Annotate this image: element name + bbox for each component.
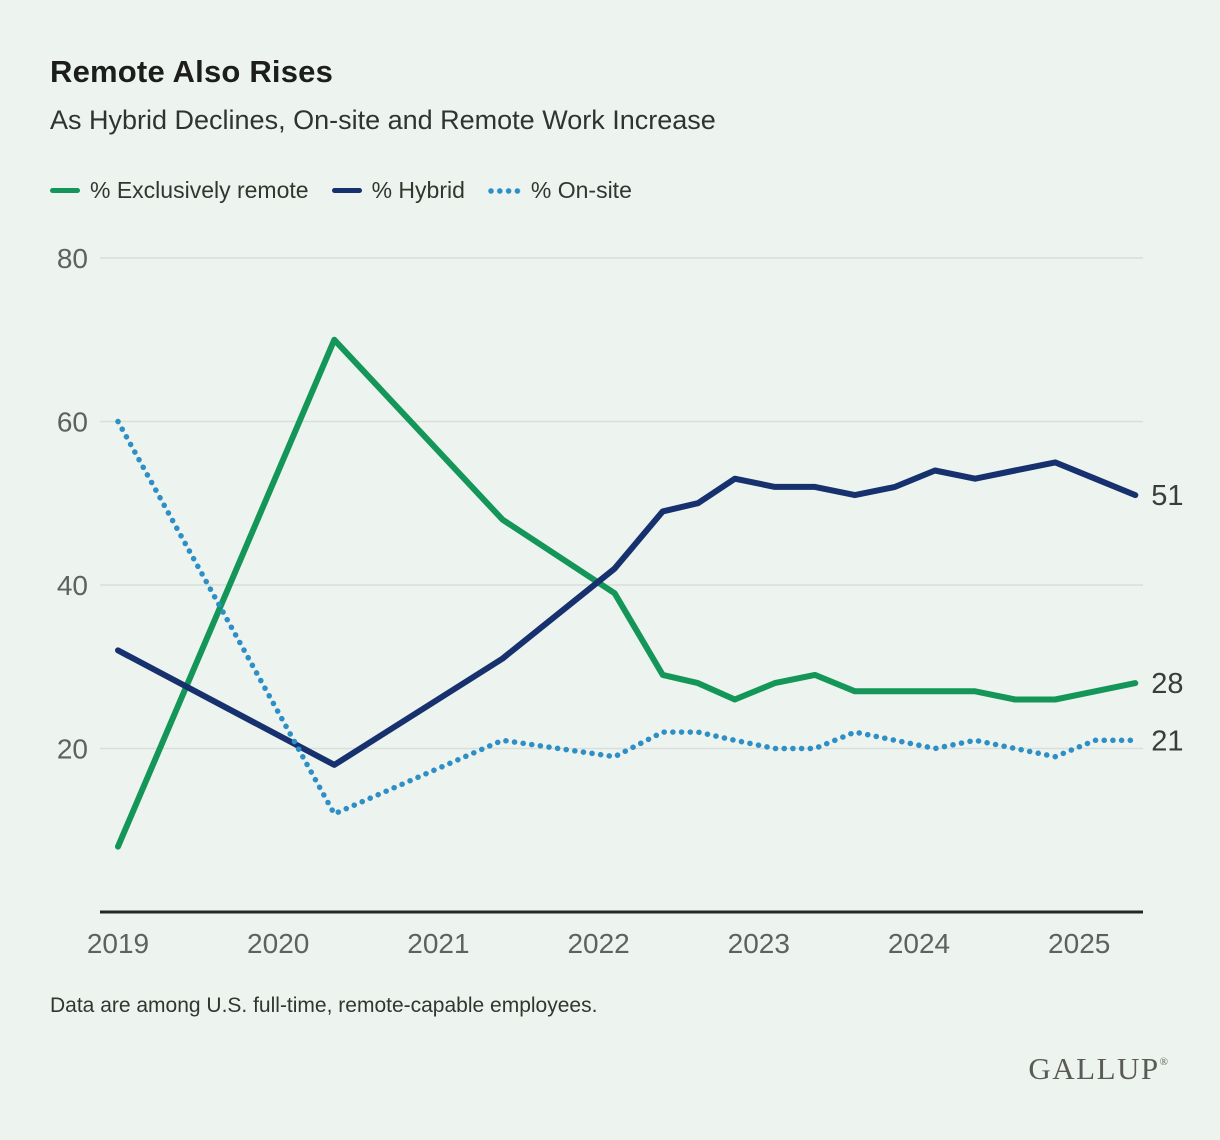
chart-subtitle: As Hybrid Declines, On-site and Remote W… [50,105,716,135]
legend-swatch-hybrid-line [331,187,362,194]
series-line-remote [115,336,1139,850]
registered-mark: ® [1159,1056,1168,1068]
legend-swatch-onsite-dotted-line [487,187,521,194]
y-tick-label-40: 40 [57,570,88,601]
end-label-hybrid: 51 [1151,480,1183,512]
legend: % Exclusively remote % Hybrid % On-site [50,177,632,204]
x-tick-label-2024: 2024 [888,928,950,959]
legend-label-hybrid: % Hybrid [371,177,465,203]
legend-swatch-remote-line [50,187,80,194]
chart-title: Remote Also Rises [50,54,334,89]
end-label-onsite: 21 [1151,725,1183,757]
footnote: Data are among U.S. full-time, remote-ca… [50,994,598,1017]
y-tick-label-60: 60 [57,407,88,438]
x-tick-label-2022: 2022 [567,928,629,959]
gallup-logo: GALLUP® [1028,1051,1168,1087]
x-tick-label-2021: 2021 [407,928,469,959]
series-line-onsite [115,418,1139,817]
legend-item-hybrid: % Hybrid [331,177,465,204]
end-label-remote: 28 [1151,668,1183,700]
legend-item-onsite: % On-site [487,177,632,204]
gallup-logo-text: GALLUP [1028,1051,1160,1086]
x-tick-label-2025: 2025 [1048,928,1110,959]
x-tick-label-2020: 2020 [247,928,309,959]
legend-item-remote: % Exclusively remote [50,177,309,204]
x-tick-label-2023: 2023 [728,928,790,959]
legend-label-remote: % Exclusively remote [90,177,309,203]
series-line-hybrid [115,459,1139,768]
legend-label-onsite: % On-site [530,177,632,203]
x-tick-label-2019: 2019 [87,928,149,959]
y-tick-label-80: 80 [57,243,88,274]
y-tick-label-20: 20 [57,734,88,765]
